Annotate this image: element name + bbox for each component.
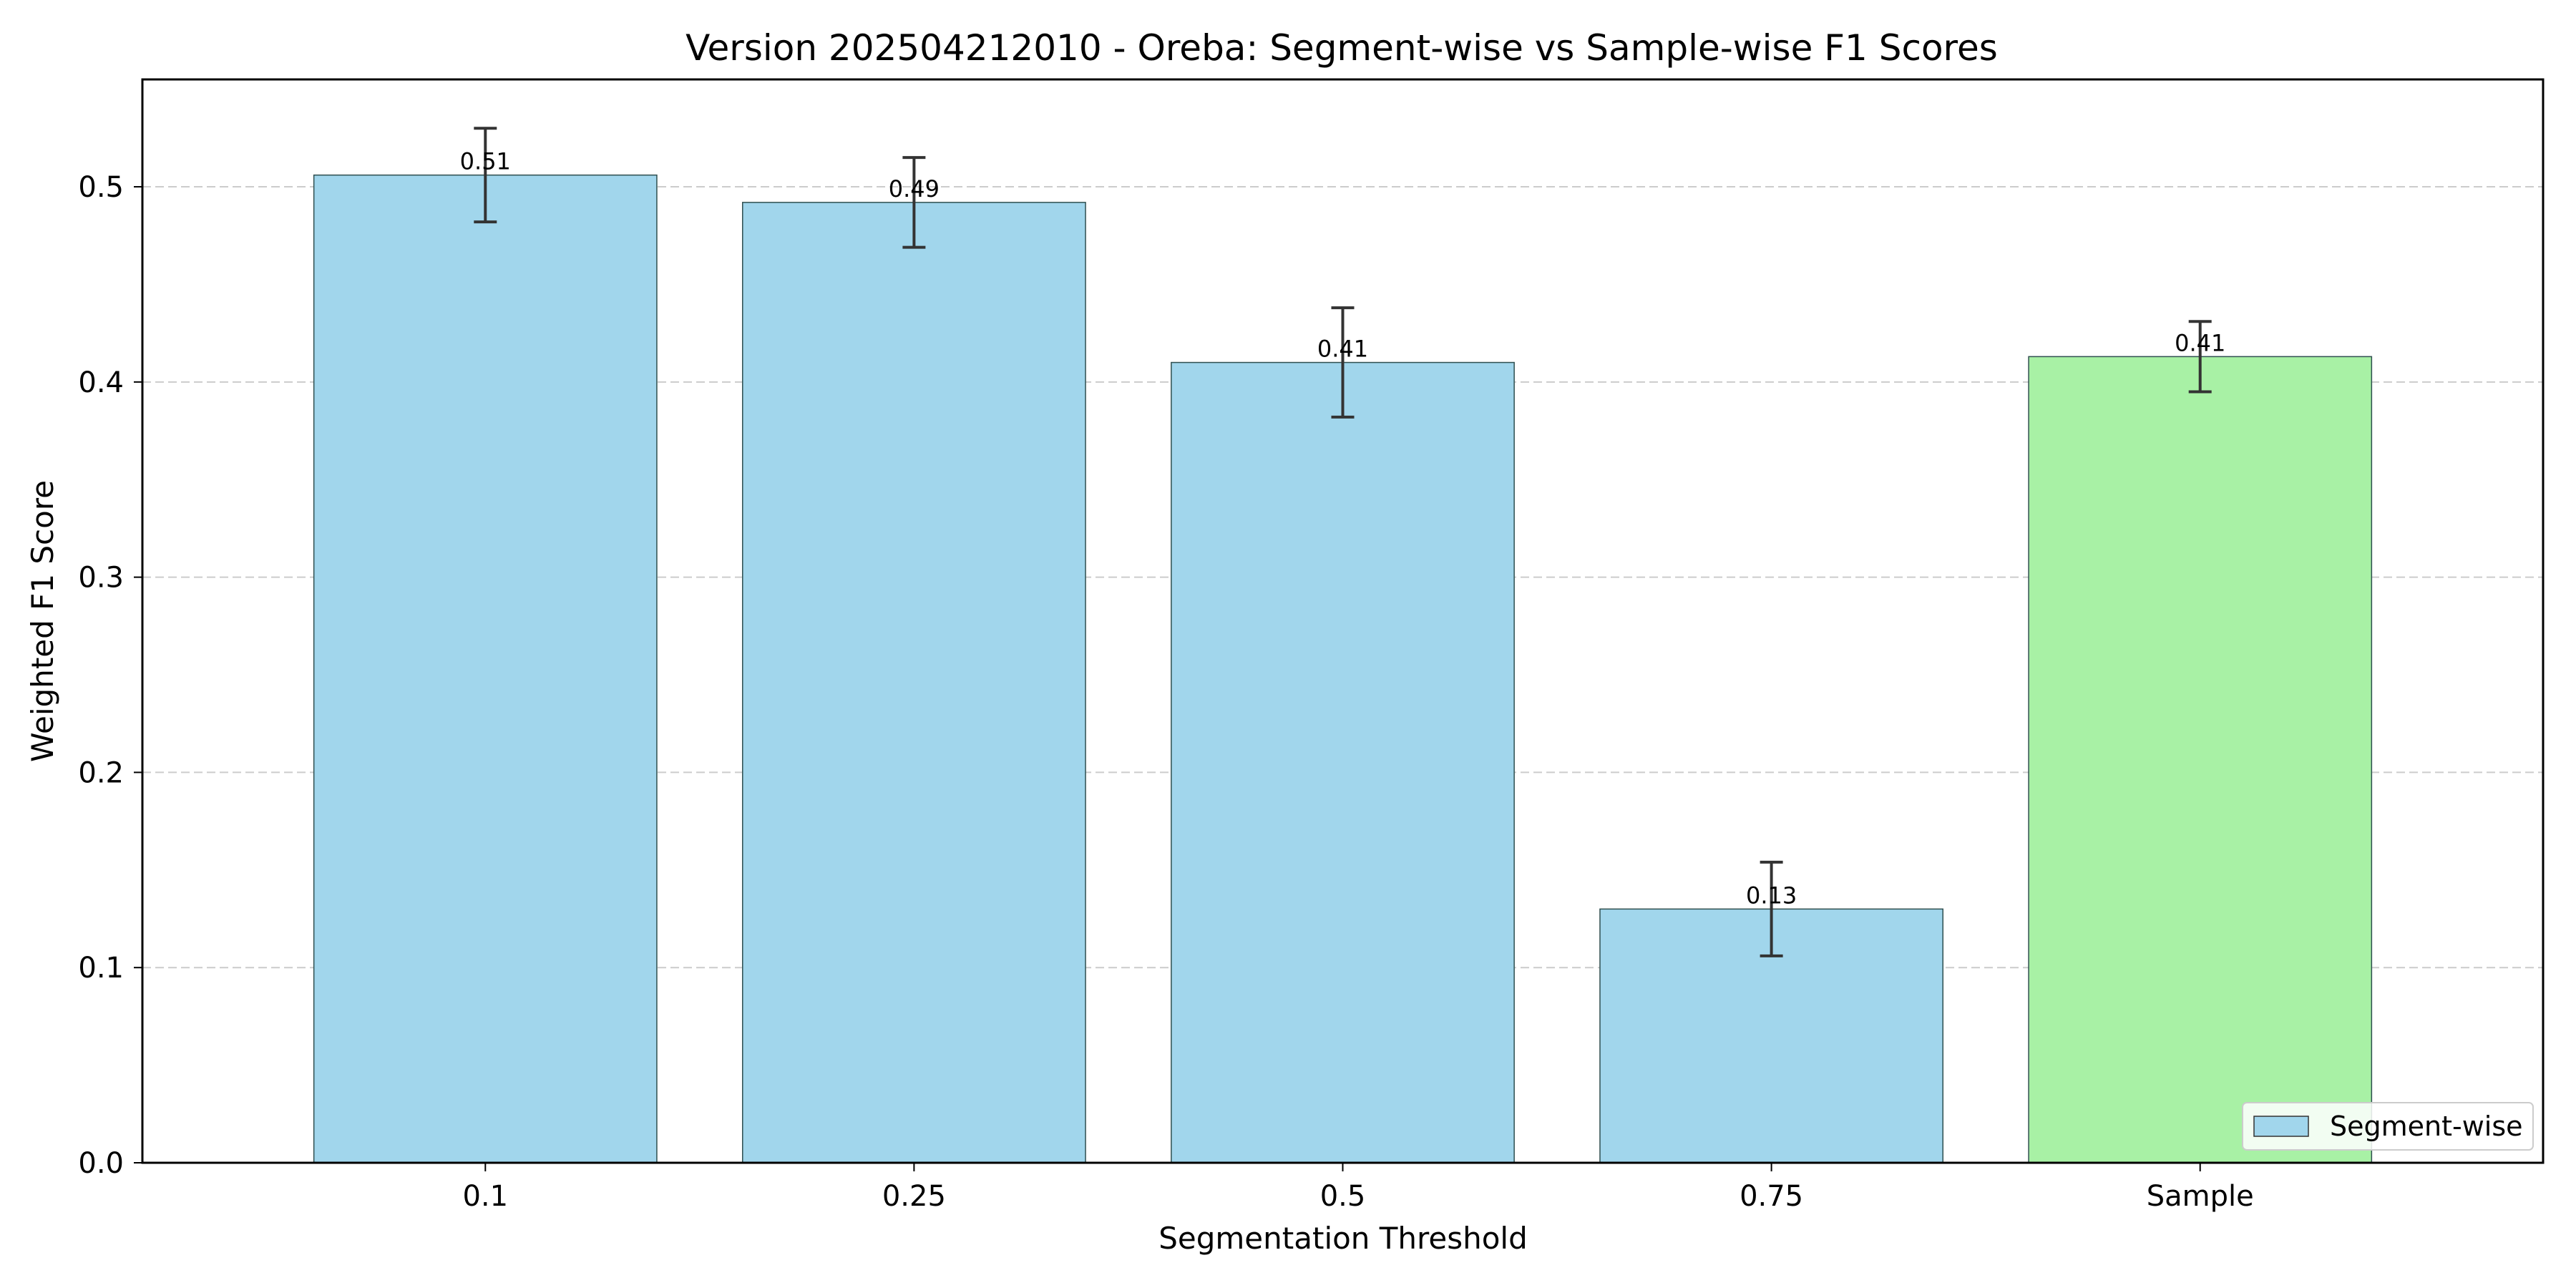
y-axis-label: Weighted F1 Score bbox=[25, 480, 60, 762]
x-tick-label: 0.5 bbox=[1320, 1180, 1366, 1213]
y-tick-label: 0.4 bbox=[78, 366, 124, 399]
y-axis-ticks: 0.0 0.1 0.2 0.3 0.4 0.5 bbox=[78, 171, 142, 1180]
legend-label-segment-wise: Segment-wise bbox=[2330, 1111, 2523, 1142]
value-label: 0.51 bbox=[460, 148, 511, 175]
value-label: 0.41 bbox=[1317, 336, 1368, 363]
bar bbox=[313, 174, 658, 1163]
y-tick-label: 0.1 bbox=[78, 952, 124, 985]
value-label: 0.49 bbox=[889, 175, 940, 203]
x-axis-label: Segmentation Threshold bbox=[1158, 1221, 1528, 1256]
legend: Segment-wise bbox=[2242, 1102, 2534, 1151]
x-tick-label: 0.1 bbox=[462, 1180, 508, 1213]
x-tick-label: Sample bbox=[2147, 1180, 2254, 1213]
x-tick-label: 0.75 bbox=[1740, 1180, 1803, 1213]
legend-swatch-segment-wise bbox=[2253, 1116, 2309, 1137]
bar-layer bbox=[313, 174, 2373, 1163]
y-tick-label: 0.0 bbox=[78, 1147, 124, 1180]
bar bbox=[742, 202, 1086, 1163]
y-tick-label: 0.5 bbox=[78, 171, 124, 204]
error-bar-layer bbox=[474, 127, 2212, 957]
legend-frame bbox=[2242, 1102, 2534, 1151]
value-label-layer: 0.51 0.49 0.41 0.13 0.41 bbox=[460, 148, 2226, 909]
bar bbox=[2028, 356, 2373, 1163]
chart-title: Version 202504212010 - Oreba: Segment-wi… bbox=[686, 27, 1998, 69]
y-tick-label: 0.2 bbox=[78, 756, 124, 789]
x-axis-ticks: 0.1 0.25 0.5 0.75 Sample bbox=[462, 1163, 2254, 1213]
value-label: 0.13 bbox=[1746, 882, 1797, 909]
y-tick-label: 0.3 bbox=[78, 562, 124, 595]
value-label: 0.41 bbox=[2175, 329, 2225, 356]
bar bbox=[1171, 361, 1515, 1163]
x-tick-label: 0.25 bbox=[882, 1180, 946, 1213]
